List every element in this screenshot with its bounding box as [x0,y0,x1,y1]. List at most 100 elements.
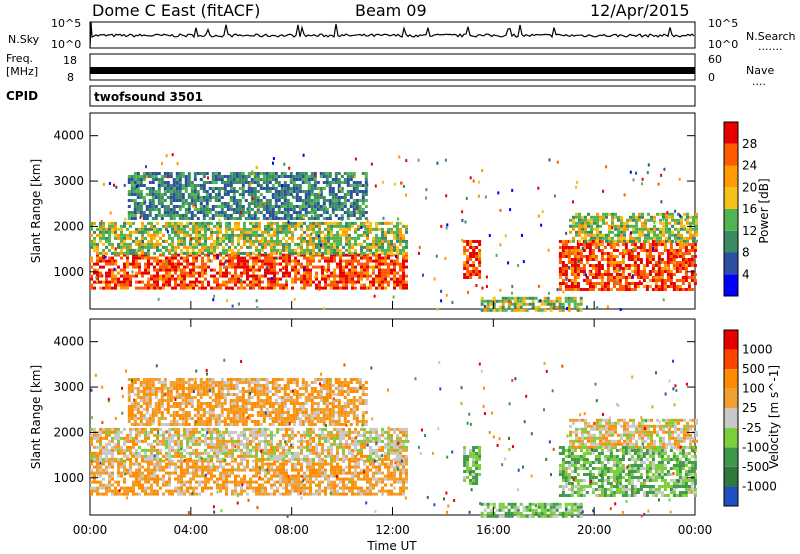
heatmap-cell [475,267,479,270]
heatmap-cell [354,242,357,246]
heatmap-cell [240,236,243,240]
heatmap-cell [178,184,182,187]
heatmap-cell [102,253,105,257]
heatmap-cell [306,277,309,281]
heatmap-cell [210,236,213,240]
heatmap-cell [292,175,296,178]
heatmap-cell [654,273,658,276]
heatmap-cell [319,187,323,190]
heatmap-cell [207,256,210,260]
heatmap-cell [361,208,365,211]
heatmap-cell [310,217,314,220]
heatmap-cell [129,233,132,237]
heatmap-cell [378,462,381,466]
heatmap-cell [90,457,93,461]
heatmap-cell [647,218,650,222]
heatmap-cell [136,205,140,208]
heatmap-cell [105,489,108,493]
heatmap-cell [219,274,222,278]
heatmap-cell [684,258,688,261]
heatmap-cell [339,286,342,290]
heatmap-cell [681,264,685,267]
heatmap-cell [390,489,393,493]
heatmap-cell [177,245,180,249]
heatmap-cell [387,256,390,260]
heatmap-cell [627,252,631,255]
heatmap-cell [259,187,263,190]
heatmap-cell [126,277,129,281]
heatmap-cell [234,480,237,484]
heatmap-cell [393,268,396,272]
heatmap-cell [114,262,117,266]
heatmap-cell [135,236,138,240]
heatmap-cell [192,262,195,266]
heatmap-cell [321,256,324,260]
heatmap-cell [309,224,312,228]
heatmap-cell [570,264,574,267]
heatmap-cell [602,233,605,237]
heatmap-cell [120,239,123,243]
heatmap-cell [99,265,102,269]
heatmap-cell [225,227,228,231]
heatmap-cell [172,187,176,190]
heatmap-cell [486,308,490,312]
heatmap-cell [375,468,378,472]
heatmap-cell [114,280,117,284]
heatmap-cell [279,268,282,272]
heatmap-cell [177,283,180,287]
heatmap-cell [463,261,467,264]
heatmap-cell [156,277,159,281]
heatmap-cell [99,230,102,234]
heatmap-cell [285,274,288,278]
heatmap-cell [240,459,243,463]
heatmap-cell [369,251,372,255]
heatmap-cell [384,271,387,275]
heatmap-cell [689,221,692,225]
heatmap-cell [147,259,150,263]
heatmap-cell [381,471,384,475]
heatmap-cell [120,465,123,469]
heatmap-cell [153,477,156,481]
heatmap-cell [247,193,251,196]
heatmap-cell [93,477,96,481]
heatmap-cell [351,251,354,255]
heatmap-cell [195,253,198,257]
heatmap-cell [606,255,610,258]
heatmap-cell [190,237,193,241]
heatmap-cell [268,211,272,214]
heatmap-cell [484,195,487,199]
heatmap-cell [189,268,192,272]
heatmap-cell [402,224,405,228]
heatmap-cell [285,268,288,272]
heatmap-cell [558,273,562,276]
heatmap-cell [352,208,356,211]
heatmap-cell [138,462,141,466]
heatmap-cell [654,264,658,267]
heatmap-cell [620,215,623,219]
heatmap-cell [231,492,234,496]
heatmap-cell [310,214,313,218]
heatmap-cell [238,181,242,184]
heatmap-cell [306,242,309,246]
heatmap-cell [259,172,263,175]
heatmap-cell [225,480,228,484]
heatmap-cell [114,233,117,237]
heatmap-cell [633,261,637,264]
heatmap-cell [669,279,673,282]
heatmap-cell [678,177,681,181]
heatmap-cell [345,486,348,490]
heatmap-cell [360,271,363,275]
heatmap-cell [165,480,168,484]
heatmap-cell [181,175,185,178]
heatmap-cell [162,474,165,478]
heatmap-cell [171,236,174,240]
heatmap-cell [319,193,323,196]
heatmap-cell [351,477,354,481]
heatmap-cell [247,214,251,217]
heatmap-cell [686,227,689,231]
heatmap-cell [286,205,290,208]
heatmap-cell [307,184,311,187]
heatmap-cell [654,249,658,252]
heatmap-cell [136,187,140,190]
